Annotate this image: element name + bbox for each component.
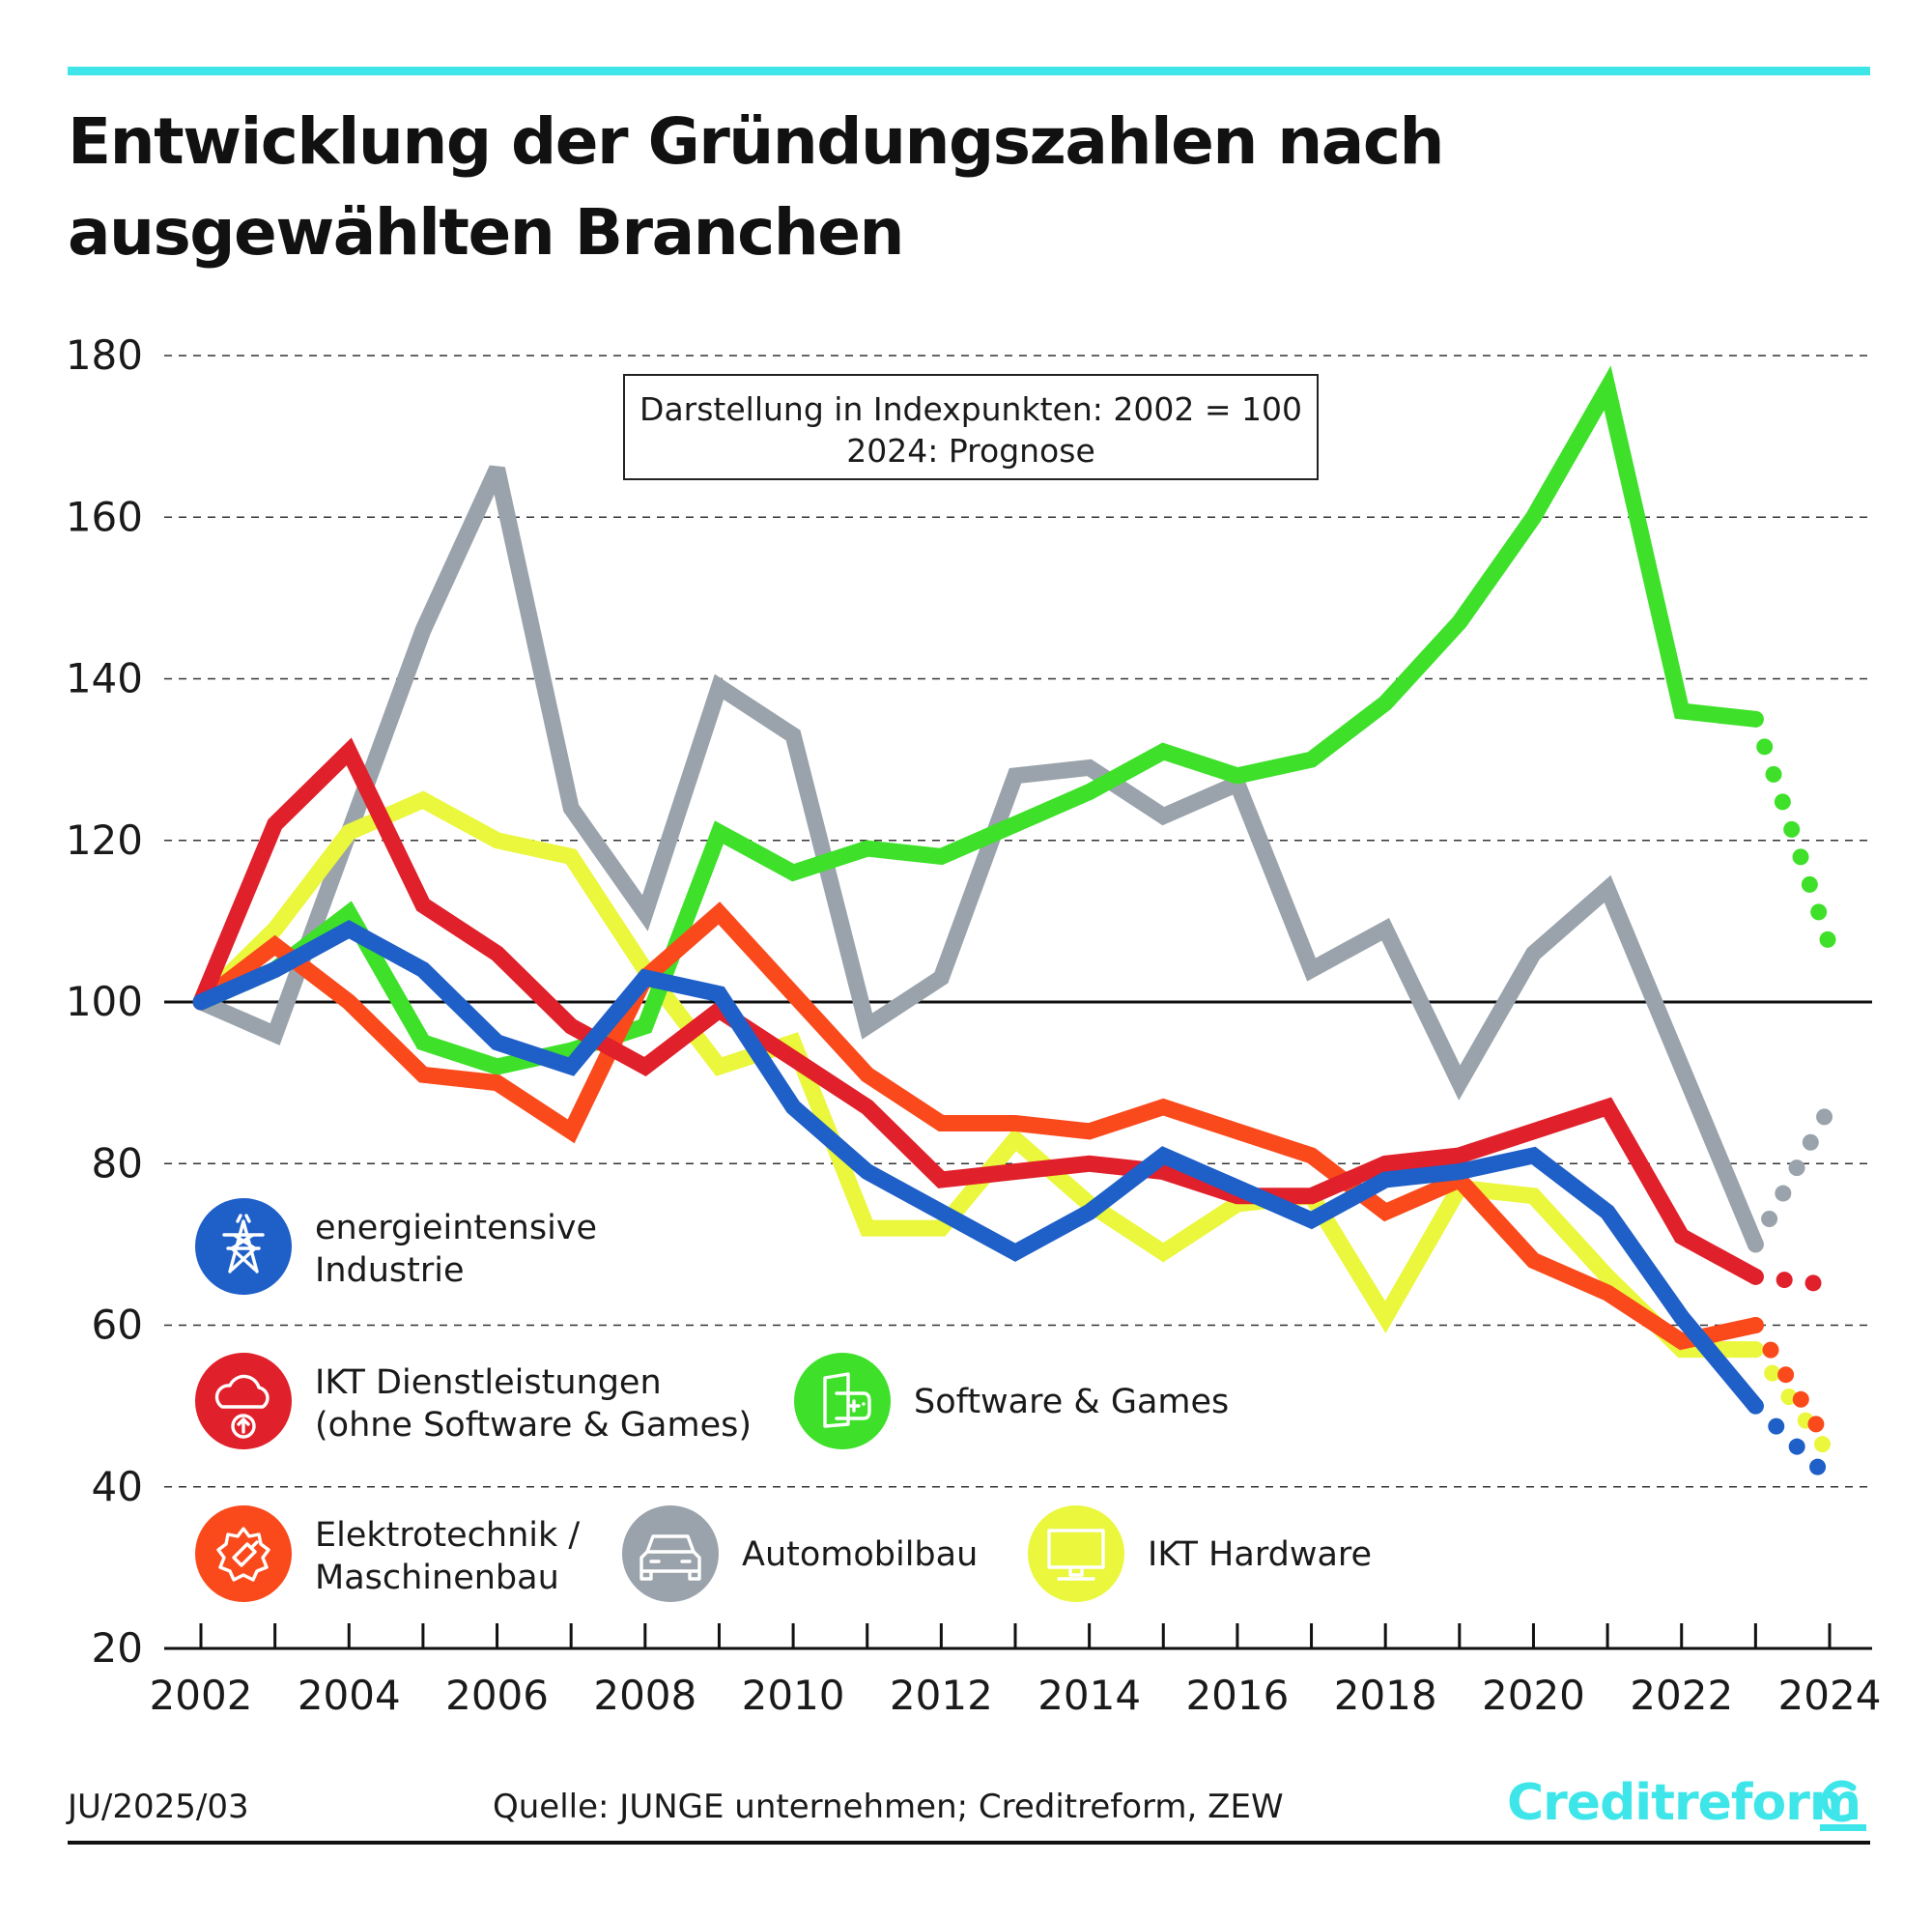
monitor-icon [1047,1529,1105,1581]
series-lines [192,365,1838,1487]
x-tick-label: 2012 [890,1672,993,1719]
legend-badge [195,1505,292,1602]
top-accent-bar [68,67,1870,75]
forecast-dots-hardware [1747,1341,1838,1463]
x-tick-label: 2022 [1630,1672,1733,1719]
y-tick-label: 100 [66,978,143,1025]
x-tick-label: 2010 [742,1672,845,1719]
legend-label-line1: IKT Dienstleistungen [315,1363,662,1402]
cloud-upload-icon [214,1374,270,1439]
legend: energieintensive Industrie IKT Dienstleist… [195,1198,1372,1602]
x-tick-label: 2014 [1037,1672,1141,1719]
y-tick-label: 180 [66,331,143,379]
footer-id: JU/2025/03 [68,1788,249,1826]
gamepad-icon [823,1372,871,1428]
forecast-dots-software [1747,710,1838,954]
x-tick-label: 2018 [1334,1672,1437,1719]
forecast-dots-ikt_dienst [1747,1268,1838,1294]
legend-label-line1: energieintensive [315,1209,597,1247]
forecast-dots-elektro [1747,1317,1838,1455]
legend-item-elektro: Elektrotechnik / Maschinenbau [195,1505,580,1602]
legend-badge [195,1353,292,1449]
chart-title: Entwicklung der Gründungszahlen nach aus… [68,104,1444,270]
power-pylon-icon [222,1214,265,1274]
series-line-elektro [192,902,1764,1351]
legend-label-line2: (ohne Software & Games) [315,1406,752,1445]
y-tick-label: 20 [92,1624,143,1672]
y-tick-label: 140 [66,655,143,702]
legend-label: Automobilbau [742,1535,978,1574]
x-tick-label: 2004 [298,1672,401,1719]
legend-label-line2: Maschinenbau [315,1559,559,1597]
series-line-energy [192,920,1764,1415]
legend-label: Software & Games [914,1383,1229,1421]
car-icon [639,1534,701,1581]
x-tick-label: 2020 [1482,1672,1585,1719]
series-line-ikt_dienst [192,737,1764,1285]
y-tick-label: 160 [66,493,143,540]
legend-badge [794,1353,891,1449]
legend-item-hardware: IKT Hardware [1028,1505,1372,1602]
brand-logo-text: Creditreform [1507,1774,1861,1832]
series-line-auto [192,465,1764,1253]
forecast-dots-auto [1747,1099,1838,1253]
legend-item-energy: energieintensive Industrie [195,1198,597,1295]
line-chart: 20 40 60 80 100 120 140 160 180 2002 2004 2006 2008… [66,331,1882,1719]
legend-badge [1028,1505,1124,1602]
x-tick-label: 2016 [1185,1672,1289,1719]
y-tick-label: 80 [92,1139,143,1187]
y-tick-label: 40 [92,1463,143,1510]
gridlines [164,355,1872,1488]
legend-label-line2: Industrie [315,1251,465,1290]
note-box: Darstellung in Indexpunkten: 2002 = 100 … [623,374,1319,480]
x-tick-label: 2006 [445,1672,549,1719]
footer-source: Quelle: JUNGE unternehmen; Creditreform,… [493,1788,1284,1826]
x-tick-label: 2024 [1778,1672,1882,1719]
note-line-1: Darstellung in Indexpunkten: 2002 = 100 [639,390,1302,428]
y-tick-label: 60 [92,1302,143,1349]
legend-badge [622,1505,719,1602]
brand-logo-icon [1820,1780,1866,1831]
gear-icon [216,1527,270,1582]
legend-item-auto: Automobilbau [622,1505,978,1602]
legend-item-software: Software & Games [794,1353,1229,1449]
x-tick-label: 2008 [593,1672,696,1719]
legend-label-line1: Elektrotechnik / [315,1516,580,1555]
note-line-2: 2024: Prognose [846,432,1095,470]
legend-label: IKT Hardware [1148,1535,1372,1574]
y-axis-ticks: 20 40 60 80 100 120 140 160 180 [66,331,143,1672]
x-tick-label: 2002 [150,1672,253,1719]
legend-badge [195,1198,292,1295]
y-tick-label: 120 [66,816,143,864]
series-line-software [192,365,1764,1075]
forecast-dots-energy [1747,1397,1838,1487]
x-axis: 2002 2004 2006 2008 2010 2012 2014 2016 2018 2020… [150,1623,1882,1719]
footer-rule [68,1841,1870,1845]
legend-item-ikt_dienst: IKT Dienstleistungen (ohne Software & Gam… [195,1353,752,1449]
